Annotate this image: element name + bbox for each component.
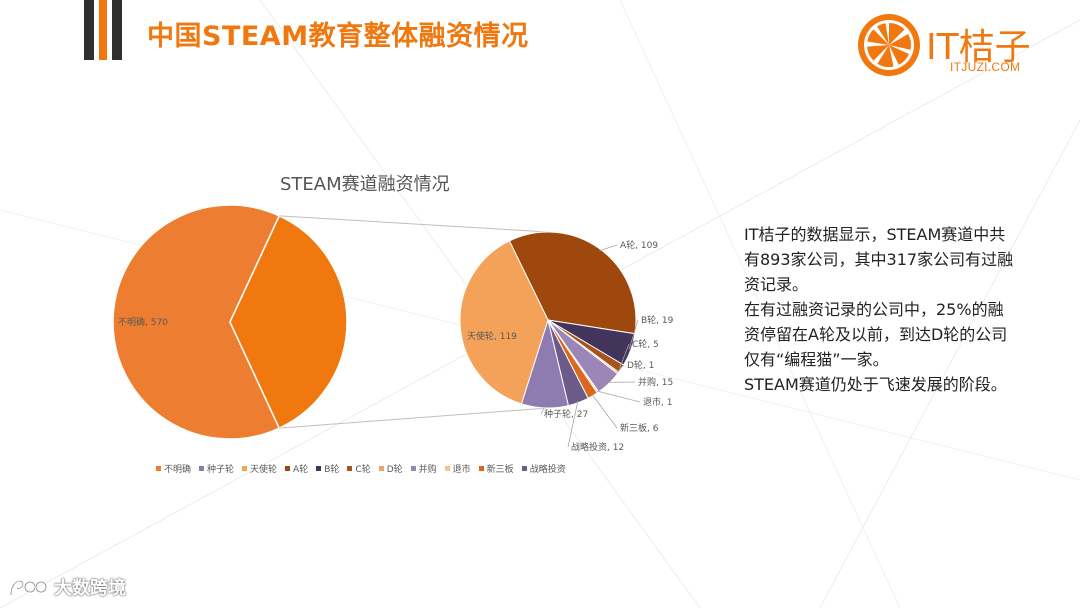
legend-item: 种子轮	[199, 462, 234, 475]
pie-slice-label: 退市, 1	[643, 396, 672, 408]
legend-swatch	[378, 466, 384, 471]
itjuzi-logo: IT桔子 ITJUZI.COM	[856, 12, 1066, 80]
legend-label: 种子轮	[207, 465, 235, 475]
legend-label: 新三板	[486, 465, 514, 475]
title-accent-bar	[99, 0, 107, 60]
pie-slice-label: A轮, 109	[620, 239, 658, 251]
legend-swatch	[521, 466, 527, 471]
pie-slice-label: 战略投资, 12	[571, 441, 624, 453]
pie-slice	[508, 231, 637, 335]
legend-label: 不明确	[164, 465, 192, 475]
orange-slice-icon	[858, 14, 920, 76]
legend-swatch	[478, 466, 484, 471]
legend-label: D轮	[386, 465, 403, 475]
chart-title: STEAM赛道融资情况	[280, 174, 450, 195]
legend-item: B轮	[316, 462, 339, 475]
legend-swatch	[316, 466, 322, 471]
legend-item: 退市	[444, 462, 471, 475]
legend-item: 并购	[410, 462, 437, 475]
label-leader-line	[540, 406, 546, 415]
legend-swatch	[347, 466, 353, 471]
label-leader-line	[591, 393, 618, 429]
legend-swatch	[410, 466, 416, 471]
legend-item: A轮	[285, 462, 308, 475]
connector-line	[279, 407, 549, 429]
pie-slice-label: 不明确, 570	[118, 316, 168, 328]
legend-swatch	[156, 466, 161, 471]
watermark-text: 大数跨境	[54, 578, 126, 599]
pie-slice-label: D轮, 1	[627, 359, 654, 371]
legend-swatch	[242, 466, 248, 471]
slide-title: 中国STEAM教育整体融资情况	[147, 21, 529, 52]
chart-legend: 不明确 种子轮 天使轮 A轮 B轮 C轮 D轮 并购 退市 新三板 战略投资	[156, 462, 566, 475]
pie-slice-label: 种子轮, 27	[544, 408, 588, 420]
legend-item: 战略投资	[521, 462, 566, 475]
legend-label: B轮	[324, 465, 340, 475]
description-text: IT桔子的数据显示，STEAM赛道中共有893家公司，其中317家公司有过融资记…	[744, 222, 1016, 397]
description-paragraph: IT桔子的数据显示，STEAM赛道中共有893家公司，其中317家公司有过融资记…	[744, 225, 1014, 294]
legend-item: D轮	[378, 462, 403, 475]
pie-slice-main	[112, 204, 281, 440]
label-leader-line	[567, 400, 579, 448]
label-leader-line	[619, 343, 630, 368]
description-paragraph: 在有过融资记录的公司中，25%的融资停留在A轮及以前，到达D轮的公司仅有“编程猫…	[744, 300, 1008, 369]
legend-swatch	[199, 466, 205, 471]
legend-item: 不明确	[156, 462, 191, 475]
legend-label: 战略投资	[529, 465, 566, 475]
legend-label: 退市	[452, 465, 471, 475]
pie-slice-label: 新三板, 6	[620, 422, 659, 434]
pie-slice-other-group	[229, 214, 348, 430]
pie-slice-label: 天使轮, 119	[467, 330, 517, 342]
pie-slice	[459, 240, 549, 405]
pie-slice-label: B轮, 19	[641, 314, 674, 326]
watermark: 大数跨境	[8, 574, 126, 600]
legend-item: 天使轮	[242, 462, 277, 475]
legend-label: 天使轮	[250, 465, 278, 475]
label-leader-line	[599, 244, 618, 252]
description-paragraph: STEAM赛道仍处于飞速发展的阶段。	[744, 375, 1007, 394]
legend-label: A轮	[293, 465, 309, 475]
title-accent-bar	[84, 0, 94, 60]
legend-item: C轮	[347, 462, 371, 475]
logo-name: IT桔子	[926, 27, 1031, 68]
watermark-logo-icon	[9, 579, 48, 596]
label-leader-line	[616, 364, 625, 373]
title-accent-bar	[112, 0, 122, 60]
pie-slice-label: C轮, 5	[632, 338, 659, 350]
legend-label: 并购	[418, 465, 437, 475]
legend-label: C轮	[355, 465, 371, 475]
legend-item: 新三板	[478, 462, 514, 475]
connector-line	[279, 215, 549, 233]
logo-url: ITJUZI.COM	[950, 60, 1021, 74]
label-leader-line	[596, 390, 641, 403]
pie-slice-label: 并购, 15	[638, 376, 673, 388]
label-leader-line	[628, 319, 639, 350]
legend-swatch	[285, 466, 291, 471]
legend-swatch	[444, 466, 450, 471]
